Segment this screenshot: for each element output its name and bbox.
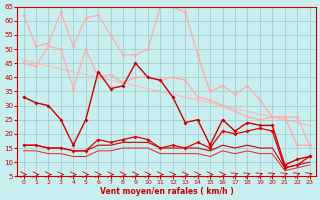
X-axis label: Vent moyen/en rafales ( km/h ): Vent moyen/en rafales ( km/h ) (100, 187, 234, 196)
